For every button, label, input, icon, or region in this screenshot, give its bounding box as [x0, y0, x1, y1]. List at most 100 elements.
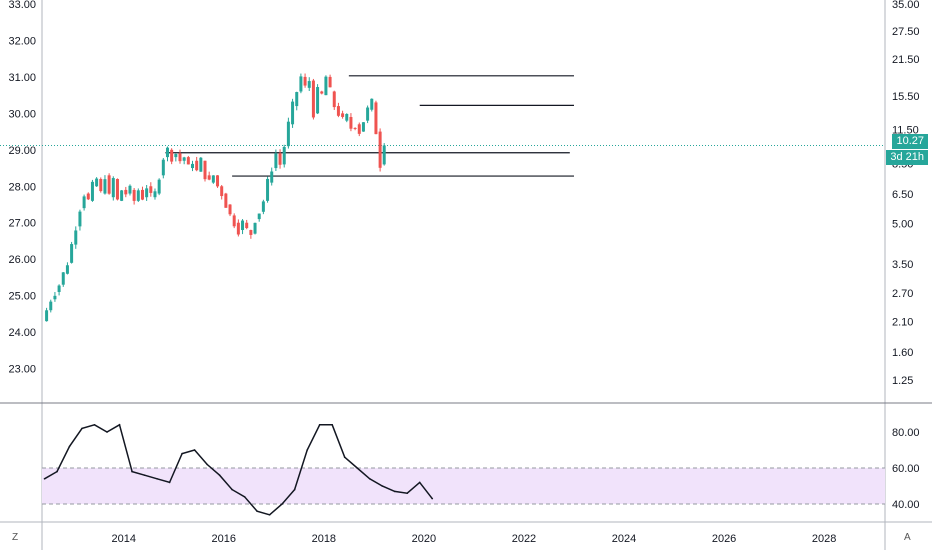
- rsi-point: [331, 424, 333, 426]
- candle-body: [149, 186, 153, 193]
- rsi-tick-label: 60.00: [892, 463, 920, 475]
- rsi-band: [42, 468, 885, 504]
- rsi-point: [56, 470, 58, 473]
- candle-body: [228, 204, 232, 215]
- y-left-tick-label: 25.00: [8, 291, 36, 303]
- candle-body: [320, 91, 324, 94]
- rsi-point: [256, 510, 258, 512]
- candle-body: [286, 121, 290, 147]
- y-right-tick-label: 15.50: [892, 91, 920, 103]
- candle-body: [207, 175, 211, 180]
- candle-body: [324, 76, 328, 96]
- candle-body: [311, 80, 315, 118]
- rsi-point: [81, 427, 83, 430]
- timezone-toggle[interactable]: Z: [12, 532, 19, 543]
- candle-body: [232, 215, 236, 227]
- y-left-tick-label: 32.00: [8, 35, 36, 47]
- y-left-tick-label: 31.00: [8, 72, 36, 84]
- y-right-tick-label: 2.70: [892, 288, 913, 300]
- x-tick-label: 2024: [612, 533, 636, 545]
- countdown-badge: 3d 21h: [886, 150, 928, 165]
- rsi-point: [181, 452, 183, 455]
- rsi-point: [281, 503, 283, 505]
- rsi-tick-label: 80.00: [892, 427, 920, 439]
- candle-body: [57, 285, 61, 292]
- candle-body: [120, 190, 124, 201]
- rsi-point: [418, 481, 421, 484]
- rsi-point: [306, 449, 308, 451]
- candle-body: [178, 153, 182, 162]
- candle-body: [236, 222, 240, 235]
- candle-body: [245, 222, 249, 229]
- candle-body: [182, 157, 186, 161]
- candle-body: [332, 91, 336, 108]
- candle-body: [140, 189, 144, 200]
- candle-body: [86, 193, 90, 200]
- y-left-tick-label: 26.00: [8, 254, 36, 266]
- candle-body: [145, 188, 149, 198]
- rsi-point: [431, 497, 434, 500]
- candle-body: [199, 157, 203, 172]
- candle-body: [266, 178, 270, 201]
- candle-body: [299, 76, 303, 92]
- candle-body: [216, 175, 220, 187]
- y-left-tick-label: 23.00: [8, 364, 36, 376]
- rsi-point: [393, 490, 396, 493]
- rsi-point: [318, 424, 321, 426]
- candle-body: [220, 186, 224, 197]
- rsi-point: [43, 478, 46, 480]
- candle-body: [165, 147, 169, 158]
- rsi-point: [206, 463, 208, 466]
- rsi-point: [243, 496, 246, 498]
- candle-body: [53, 295, 57, 300]
- candle-body: [111, 178, 115, 198]
- candle-body: [357, 124, 361, 134]
- auto-scale-toggle[interactable]: A: [904, 532, 911, 543]
- candle-body: [341, 113, 345, 117]
- candle-body: [353, 127, 357, 129]
- candle-body: [70, 244, 74, 263]
- rsi-point: [268, 514, 271, 516]
- candle-body: [78, 211, 82, 227]
- rsi-point: [231, 488, 233, 491]
- candle-body: [107, 175, 111, 194]
- rsi-point: [193, 449, 196, 451]
- candle-body: [282, 146, 286, 165]
- candle-body: [274, 153, 278, 169]
- candle-body: [211, 175, 215, 183]
- rsi-point: [131, 470, 133, 473]
- candle-body: [374, 102, 378, 135]
- rsi-tick-label: 40.00: [892, 499, 920, 511]
- rsi-point: [156, 478, 158, 480]
- rsi-point: [93, 424, 96, 426]
- y-right-tick-label: 3.50: [892, 259, 913, 271]
- candle-body: [115, 178, 119, 200]
- y-right-tick-label: 27.50: [892, 26, 920, 38]
- candle-body: [157, 179, 161, 194]
- candle-body: [153, 191, 157, 198]
- y-left-tick-label: 27.00: [8, 218, 36, 230]
- candle-body: [186, 157, 190, 165]
- y-left-tick-label: 33.00: [8, 0, 36, 11]
- candle-body: [65, 265, 69, 274]
- candle-body: [366, 107, 370, 121]
- candle-body: [124, 189, 128, 195]
- candle-body: [241, 220, 245, 231]
- y-left-tick-label: 30.00: [8, 108, 36, 120]
- candle-body: [270, 171, 274, 183]
- candle-body: [170, 149, 174, 162]
- rsi-point: [356, 467, 358, 469]
- candle-body: [370, 98, 374, 110]
- candle-body: [261, 201, 265, 212]
- candle-body: [90, 181, 94, 201]
- y-left-tick-label: 29.00: [8, 145, 36, 157]
- rsi-line: [44, 423, 433, 516]
- candle-body: [136, 190, 140, 201]
- candle-body: [257, 213, 261, 220]
- y-right-tick-label: 5.00: [892, 219, 913, 231]
- candle-body: [378, 131, 382, 168]
- candles-group: [45, 73, 386, 322]
- last-price-badge: 10.27: [892, 134, 928, 149]
- rsi-point: [343, 456, 346, 459]
